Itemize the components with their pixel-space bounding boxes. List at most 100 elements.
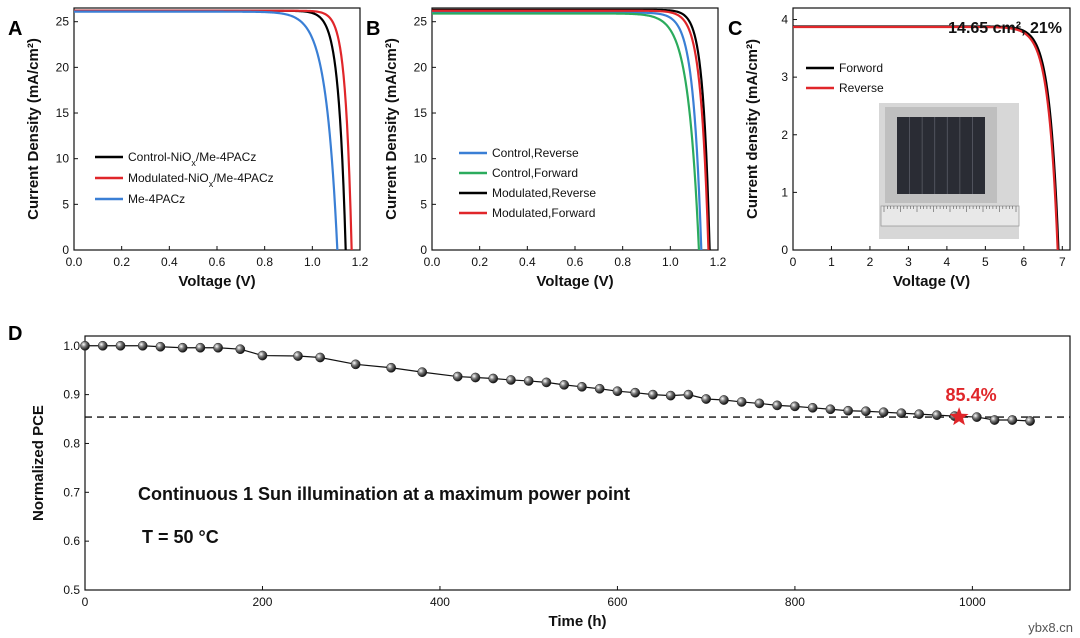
x-tick-label: 0.4 — [519, 255, 536, 269]
x-tick-label: 0 — [790, 255, 797, 269]
panel-label-b: B — [366, 18, 380, 40]
star-label: 85.4% — [946, 385, 997, 405]
legend-label-0: Control,Reverse — [492, 146, 579, 160]
series-line-1 — [74, 9, 353, 251]
data-point-47 — [1025, 416, 1035, 426]
y-tick-label: 0.7 — [63, 485, 80, 499]
plot-frame — [84, 335, 1071, 591]
x-tick-label: 800 — [785, 595, 805, 609]
condition-text: Continuous 1 Sun illumination at a maxim… — [138, 484, 630, 504]
y-tick-label: 0.6 — [63, 534, 80, 548]
x-tick-label: 0.2 — [113, 255, 130, 269]
y-tick-label: 5 — [420, 197, 427, 211]
data-point-40 — [896, 408, 907, 419]
legend-label-1: Control,Forward — [492, 166, 578, 180]
data-point-7 — [213, 342, 223, 353]
legend-label-3: Modulated,Forward — [492, 206, 595, 220]
data-point-38 — [861, 406, 871, 417]
data-point-21 — [559, 379, 570, 390]
y-axis-title: Normalized PCE — [30, 405, 47, 521]
y-tick-label: 25 — [414, 15, 428, 29]
x-tick-label: 400 — [430, 595, 450, 609]
y-tick-label: 15 — [414, 106, 428, 120]
temperature-text: T = 50 °C — [142, 527, 219, 547]
x-tick-label: 1000 — [959, 595, 986, 609]
x-axis-title: Voltage (V) — [178, 273, 255, 290]
x-tick-label: 7 — [1059, 255, 1066, 269]
data-point-32 — [754, 398, 765, 409]
y-tick-label: 3 — [781, 70, 788, 84]
x-tick-label: 3 — [905, 255, 912, 269]
inset-photo — [879, 103, 1020, 239]
data-point-16 — [470, 372, 481, 383]
y-tick-label: 0.5 — [63, 583, 80, 597]
data-point-12 — [350, 359, 361, 370]
data-point-0 — [80, 340, 90, 351]
data-point-26 — [648, 389, 658, 400]
data-point-36 — [825, 404, 836, 415]
series-line-1 — [793, 25, 1059, 251]
y-tick-label: 0 — [781, 243, 788, 257]
y-tick-label: 0 — [420, 243, 427, 257]
y-tick-label: 10 — [56, 152, 70, 166]
x-tick-label: 200 — [252, 595, 272, 609]
x-tick-label: 4 — [944, 255, 951, 269]
data-point-20 — [541, 377, 552, 388]
data-point-45 — [989, 415, 1000, 425]
data-point-14 — [417, 367, 428, 377]
chart-b: 0.0 0.2 0.4 0.6 0.8 1.0 1.2 0 5 10 15 20 25 Voltage (… — [383, 7, 727, 290]
data-point-5 — [177, 342, 188, 353]
legend-label-2: Me-4PACz — [128, 192, 185, 206]
x-tick-label: 0.4 — [161, 255, 178, 269]
data-point-2 — [115, 340, 126, 351]
y-axis-title: Current Density (mA/cm²) — [25, 38, 42, 220]
data-point-10 — [293, 351, 303, 361]
series-line — [85, 345, 1031, 422]
x-tick-label: 1.2 — [710, 255, 727, 269]
y-tick-label: 20 — [414, 60, 428, 74]
data-point-31 — [736, 397, 747, 407]
y-tick-label: 25 — [56, 15, 70, 29]
y-axis-title: Current Density (mA/cm²) — [383, 38, 400, 220]
x-tick-label: 0.8 — [614, 255, 631, 269]
x-tick-label: 0.6 — [209, 255, 226, 269]
y-tick-label: 1 — [781, 185, 788, 199]
x-tick-label: 6 — [1020, 255, 1027, 269]
x-tick-label: 600 — [607, 595, 627, 609]
data-point-18 — [506, 375, 516, 385]
x-tick-label: 0.0 — [424, 255, 441, 269]
x-axis-title: Time (h) — [548, 613, 606, 630]
x-tick-label: 0.2 — [471, 255, 488, 269]
data-point-9 — [257, 350, 268, 361]
annotation-text: 14.65 cm², 21% — [948, 20, 1062, 37]
series-line-0 — [74, 9, 347, 251]
x-tick-label: 2 — [867, 255, 874, 269]
x-tick-label: 1.0 — [662, 255, 679, 269]
y-tick-label: 2 — [781, 128, 788, 142]
data-point-17 — [488, 373, 499, 384]
x-tick-label: 1.2 — [352, 255, 369, 269]
data-point-44 — [971, 412, 982, 422]
x-tick-label: 0.6 — [567, 255, 584, 269]
legend-label-2: Modulated,Reverse — [492, 186, 596, 200]
y-tick-label: 5 — [62, 197, 69, 211]
watermark: ybx8.cn — [1028, 620, 1073, 635]
x-tick-label: 0.8 — [256, 255, 273, 269]
y-tick-label: 10 — [414, 152, 428, 166]
x-axis-title: Voltage (V) — [536, 273, 613, 290]
legend-label-1: Reverse — [839, 81, 884, 95]
data-point-33 — [772, 400, 783, 411]
data-point-8 — [235, 344, 246, 355]
data-point-22 — [577, 381, 587, 392]
photo-cell — [897, 117, 985, 194]
data-point-29 — [701, 394, 712, 404]
data-point-4 — [155, 341, 166, 352]
data-point-30 — [719, 395, 729, 405]
series-line-3 — [432, 9, 710, 251]
data-point-19 — [523, 376, 534, 386]
x-tick-label: 0 — [82, 595, 89, 609]
data-point-13 — [386, 362, 396, 373]
x-tick-label: 0.0 — [66, 255, 83, 269]
y-tick-label: 15 — [56, 106, 70, 120]
